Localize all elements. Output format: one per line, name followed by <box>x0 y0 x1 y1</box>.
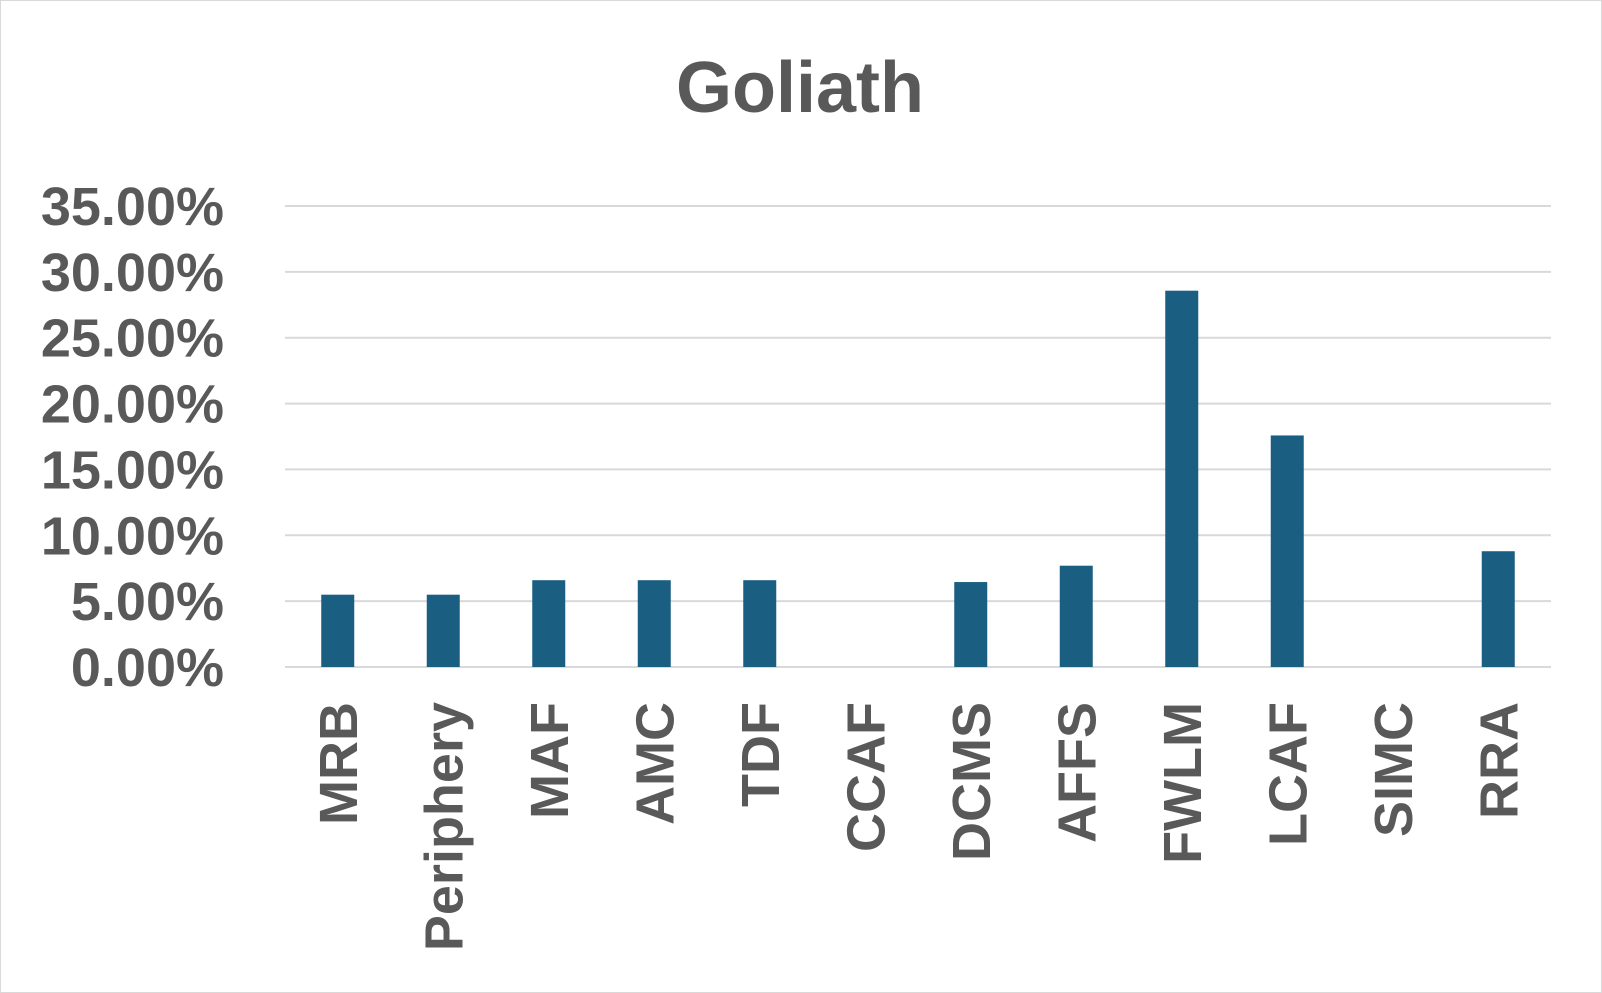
x-tick-label-mrb: MRB <box>309 702 369 825</box>
y-tick-label: 30.00% <box>41 243 224 303</box>
chart-title: Goliath <box>676 48 924 128</box>
x-tick-label-simc: SIMC <box>1364 702 1424 837</box>
y-tick-label: 0.00% <box>71 638 224 698</box>
y-tick-label: 35.00% <box>41 177 224 237</box>
x-tick-label-ccaf: CCAF <box>836 702 896 852</box>
x-tick-label-fwlm: FWLM <box>1153 702 1213 864</box>
x-tick-label-amc: AMC <box>625 702 685 825</box>
y-tick-label: 5.00% <box>71 572 224 632</box>
y-tick-label: 10.00% <box>41 506 224 566</box>
x-tick-label-lcaf: LCAF <box>1258 702 1318 846</box>
x-tick-label-tdf: TDF <box>731 702 791 807</box>
bar-periphery <box>426 594 460 667</box>
bar-rra <box>1481 551 1515 667</box>
bar-fwlm <box>1165 290 1199 667</box>
x-tick-label-maf: MAF <box>520 702 580 819</box>
y-axis-ticks: 0.00%5.00%10.00%15.00%20.00%25.00%30.00%… <box>41 177 224 698</box>
bar-affs <box>1059 565 1093 667</box>
y-tick-label: 25.00% <box>41 309 224 369</box>
x-tick-label-periphery: Periphery <box>414 702 474 951</box>
bar-mrb <box>321 594 355 667</box>
x-axis-ticks: MRB Periphery MAF AMC TDF CCAF DCMS AFFS FWLM LCA… <box>309 702 1530 951</box>
gridlines <box>285 205 1551 668</box>
bar-dcms <box>954 582 988 667</box>
x-tick-label-rra: RRA <box>1469 702 1529 819</box>
bar-amc <box>637 580 671 667</box>
x-tick-label-dcms: DCMS <box>942 702 1002 861</box>
bar-lcaf <box>1270 435 1304 667</box>
y-tick-label: 20.00% <box>41 375 224 435</box>
bar-tdf <box>743 580 777 667</box>
bars <box>321 290 1515 667</box>
y-tick-label: 15.00% <box>41 440 224 500</box>
x-tick-label-affs: AFFS <box>1047 702 1107 843</box>
bar-maf <box>532 580 566 667</box>
